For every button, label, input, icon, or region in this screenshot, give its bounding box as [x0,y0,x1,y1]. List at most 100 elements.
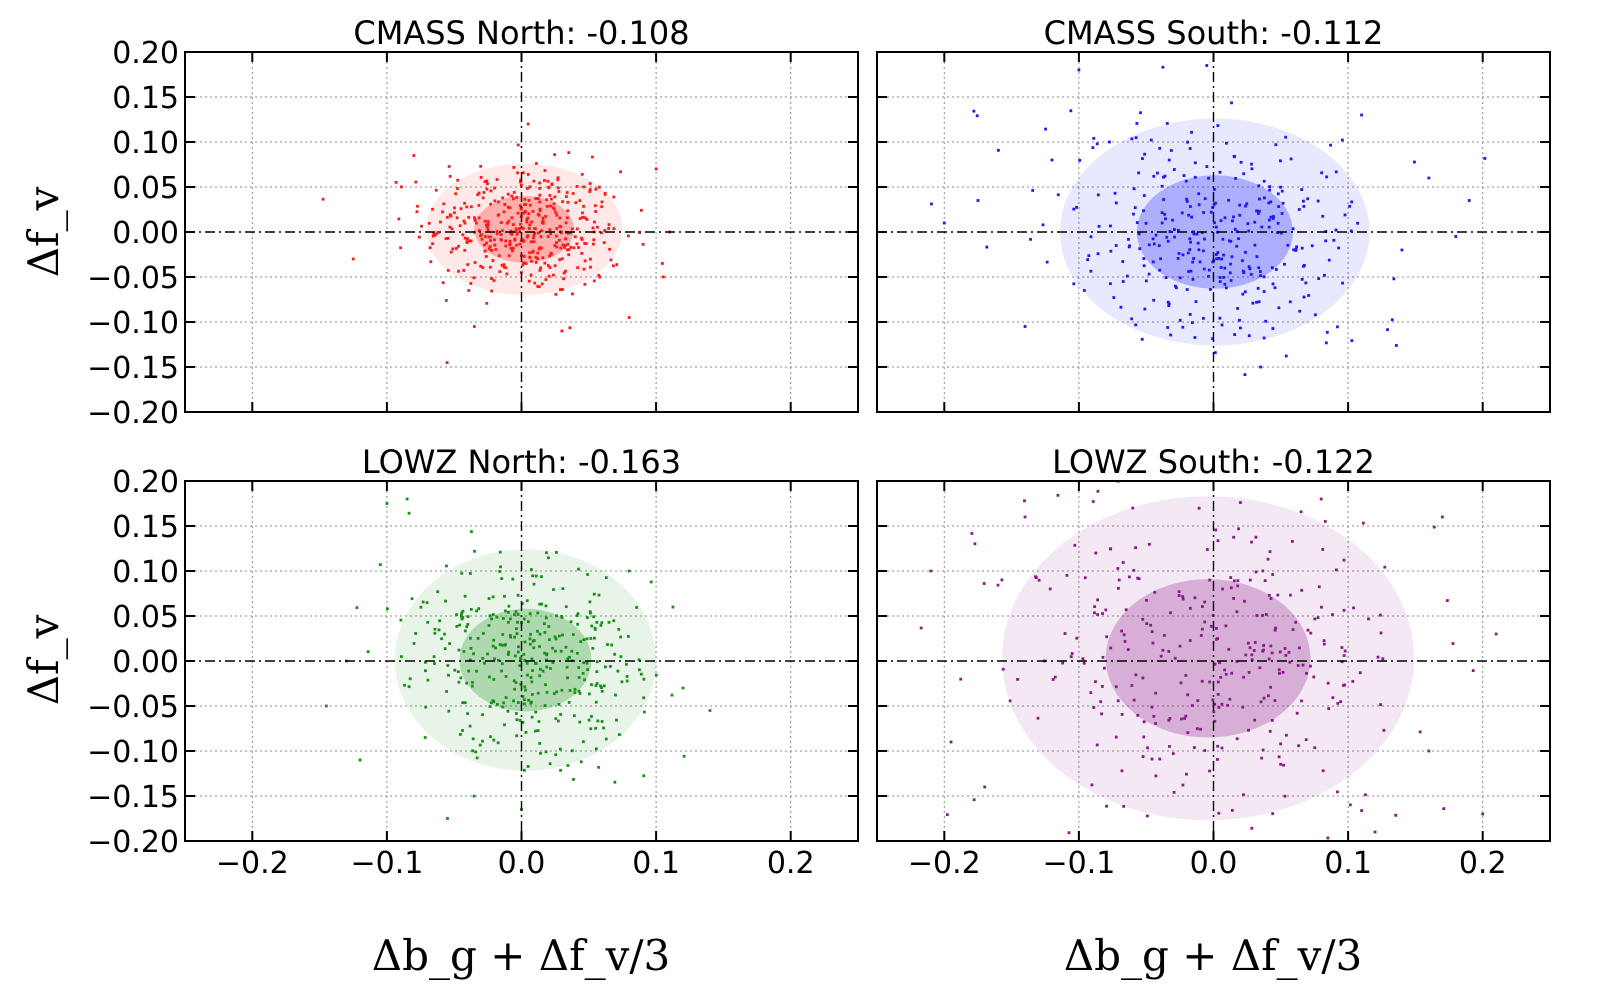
scatter-point [578,692,582,695]
scatter-point [511,223,515,227]
scatter-point [489,735,492,739]
scatter-point [545,665,549,669]
scatter-point [1172,228,1176,231]
scatter-point [1186,251,1190,255]
scatter-point [1091,146,1095,150]
scatter-point [654,673,658,677]
y-tick-label: 0.20 [112,465,179,500]
scatter-point [1269,200,1273,204]
scatter-point [1037,578,1041,582]
scatter-point [577,246,580,249]
scatter-point [1264,613,1268,616]
scatter-point [600,689,604,693]
scatter-point [506,653,510,656]
scatter-point [1232,154,1236,158]
scatter-point [671,605,675,609]
scatter-point [1193,161,1197,165]
scatter-point [1454,235,1458,238]
scatter-point [521,695,525,698]
y-tick-label: −0.20 [87,825,179,860]
scatter-point [1241,269,1245,273]
scatter-point [445,690,448,693]
scatter-point [1141,676,1145,680]
scatter-point [544,750,548,754]
scatter-point [499,233,503,236]
scatter-point [1248,578,1252,582]
scatter-point [1283,647,1287,650]
scatter-point [1222,275,1226,279]
scatter-point [589,257,592,261]
scatter-point [543,651,547,655]
scatter-point [1334,170,1338,174]
scatter-point [1093,605,1097,609]
scatter-point [1221,237,1225,241]
ellipse-1sigma [1105,579,1311,738]
scatter-point [1233,333,1237,336]
scatter-point [529,632,532,636]
scatter-point [1164,276,1168,280]
scatter-point [1289,157,1293,161]
scatter-point [1271,573,1275,576]
scatter-point [538,200,542,204]
scatter-point [421,600,425,604]
scatter-point [1198,260,1202,264]
scatter-point [1250,540,1253,544]
scatter-point [1176,228,1180,232]
scatter-point [485,241,488,245]
scatter-point [1360,113,1363,117]
scatter-point [509,246,513,250]
scatter-point [459,732,462,736]
scatter-point [1100,685,1104,688]
scatter-point [515,196,519,199]
scatter-point [1123,640,1127,643]
scatter-point [1246,222,1250,226]
scatter-point [512,165,516,169]
scatter-point [495,232,499,236]
scatter-point [446,664,450,667]
scatter-point [436,590,440,594]
x-tick-label: 0.0 [498,846,546,881]
scatter-point [1189,205,1192,208]
scatter-point [405,497,409,501]
scatter-point [1216,251,1220,254]
scatter-point [554,210,558,214]
scatter-point [470,684,474,688]
scatter-point [497,658,500,662]
scatter-point [1235,660,1239,663]
scatter-point [620,680,624,684]
scatter-point [1181,597,1185,601]
scatter-point [1067,831,1071,835]
scatter-point [1348,204,1352,208]
scatter-point [1241,705,1245,709]
scatter-point [1269,644,1273,648]
scatter-point [1207,268,1211,272]
scatter-point [534,710,538,714]
scatter-point [482,191,486,194]
scatter-point [1296,664,1300,667]
scatter-point [1340,138,1344,142]
scatter-point [1050,158,1054,162]
scatter-point [1276,593,1280,597]
scatter-point [462,650,466,653]
scatter-point [1177,590,1181,594]
scatter-point [492,238,496,242]
scatter-point [1304,281,1308,285]
scatter-point [543,631,547,634]
scatter-point [528,255,532,259]
scatter-point [457,269,460,273]
scatter-point [996,583,1000,587]
y-tick-label: 0.15 [112,510,179,545]
scatter-point [1166,326,1170,329]
scatter-point [537,285,541,289]
scatter-point [447,165,451,168]
scatter-point [606,643,609,646]
scatter-point [553,153,557,156]
x-tick-label: −0.2 [216,846,289,881]
scatter-point [1218,280,1222,283]
scatter-point [1247,670,1251,674]
scatter-point [614,693,617,697]
scatter-point [1096,252,1100,256]
scatter-point [1147,542,1151,546]
scatter-point [546,264,550,267]
scatter-point [1242,271,1246,274]
